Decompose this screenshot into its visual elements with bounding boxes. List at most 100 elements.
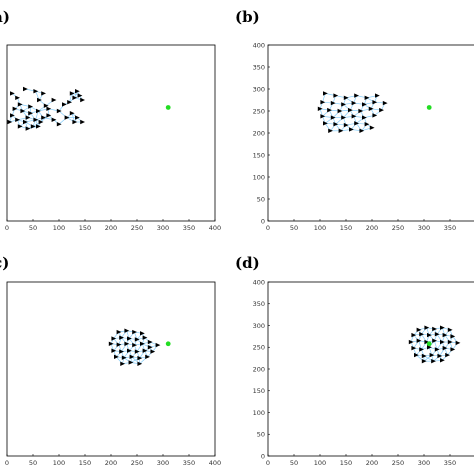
agent-marker (362, 102, 367, 107)
agent-marker (382, 100, 388, 106)
agent-marker (434, 332, 440, 337)
y-tick-label: 200 (253, 129, 265, 137)
panel-label: (b) (235, 8, 260, 26)
panel-label: (d) (235, 254, 260, 272)
agent-marker (347, 107, 353, 113)
agent-marker (46, 106, 52, 111)
agent-marker (119, 349, 124, 354)
y-tick-label: 250 (253, 107, 265, 115)
x-tick-label: 100 (53, 459, 65, 467)
agent-marker (72, 119, 78, 125)
agent-marker (379, 107, 384, 113)
agent-marker (343, 122, 349, 128)
x-tick-label: 350 (444, 459, 456, 467)
agent-marker (147, 339, 153, 345)
panel-a: 0 50 100 150 200 250 300 350 400 (5, 44, 221, 232)
x-tick-label: 150 (79, 459, 91, 467)
agent-marker (38, 119, 44, 125)
agent-marker (442, 345, 448, 351)
agent-marker (408, 339, 414, 345)
agent-marker (142, 335, 148, 340)
agent-marker (427, 345, 432, 350)
agent-marker (116, 342, 122, 347)
agent-marker (442, 332, 448, 338)
agent-marker (67, 100, 72, 105)
agent-marker (354, 93, 359, 98)
panel-c: 0 50 100 150 200 250 300 350 400 (5, 281, 221, 467)
y-tick-label: 100 (253, 173, 265, 181)
x-tick-label: 50 (29, 224, 37, 232)
agent-marker (323, 121, 328, 126)
agent-marker (56, 122, 62, 127)
agent-marker (127, 336, 132, 341)
agent-marker (343, 95, 349, 100)
agent-marker (421, 353, 427, 359)
agent-marker (447, 327, 453, 333)
comm-edge (418, 340, 422, 350)
y-tick-label: 0 (261, 452, 265, 460)
agent-marker (150, 349, 156, 354)
x-tick-label: 250 (392, 224, 404, 232)
agent-marker (330, 115, 336, 120)
y-tick-label: 50 (257, 195, 265, 203)
y-tick-label: 400 (253, 278, 265, 286)
x-tick-label: 50 (290, 224, 298, 232)
plot-frame (6, 44, 216, 222)
x-tick-label: 0 (5, 459, 9, 467)
y-tick-label: 250 (253, 344, 265, 352)
agent-marker (124, 328, 130, 333)
agent-marker (333, 122, 339, 127)
agent-marker (445, 352, 450, 358)
agent-marker (354, 121, 359, 126)
x-tick-label: 300 (157, 224, 169, 232)
agent-marker (46, 113, 52, 118)
agent-marker (375, 93, 380, 98)
agent-marker (333, 93, 339, 98)
agent-marker (30, 124, 36, 129)
y-tick-label: 400 (253, 41, 265, 49)
agent-marker (338, 128, 344, 133)
agent-marker (111, 336, 117, 341)
agent-marker (416, 327, 422, 333)
agent-marker (33, 89, 39, 94)
agent-marker (372, 113, 378, 118)
agent-marker (416, 338, 422, 343)
agent-marker (447, 339, 453, 345)
agent-marker (145, 354, 150, 360)
plot-frame (267, 44, 474, 222)
y-tick-label: 0 (261, 217, 265, 225)
agent-marker (41, 115, 46, 120)
agent-marker (128, 360, 134, 365)
agent-marker (330, 100, 336, 106)
agent-marker (15, 95, 20, 100)
agent-marker (134, 337, 140, 342)
panel-label-cropped: (a) (0, 8, 10, 26)
agent-marker (140, 341, 145, 346)
agent-marker (323, 91, 328, 96)
agent-marker (51, 117, 57, 122)
agent-marker (424, 339, 430, 345)
agent-marker (37, 97, 42, 103)
target-point (426, 341, 432, 347)
agent-marker (414, 352, 419, 358)
x-tick-label: 200 (366, 224, 378, 232)
agent-marker (434, 347, 440, 352)
x-tick-label: 300 (418, 224, 430, 232)
x-tick-label: 400 (209, 224, 221, 232)
agent-marker (69, 91, 75, 96)
agent-marker (437, 353, 443, 359)
x-tick-label: 250 (131, 224, 143, 232)
agent-marker (51, 97, 57, 103)
agent-marker (327, 107, 332, 113)
x-tick-label: 100 (314, 459, 326, 467)
agent-marker (15, 117, 20, 122)
target-point (426, 105, 432, 110)
agent-marker (17, 102, 23, 107)
agent-marker (328, 128, 333, 133)
x-tick-label: 150 (340, 459, 352, 467)
agent-marker (140, 331, 145, 336)
x-tick-label: 50 (290, 459, 298, 467)
agent-marker (317, 106, 323, 111)
agent-marker (36, 124, 41, 129)
agent-marker (455, 340, 461, 346)
